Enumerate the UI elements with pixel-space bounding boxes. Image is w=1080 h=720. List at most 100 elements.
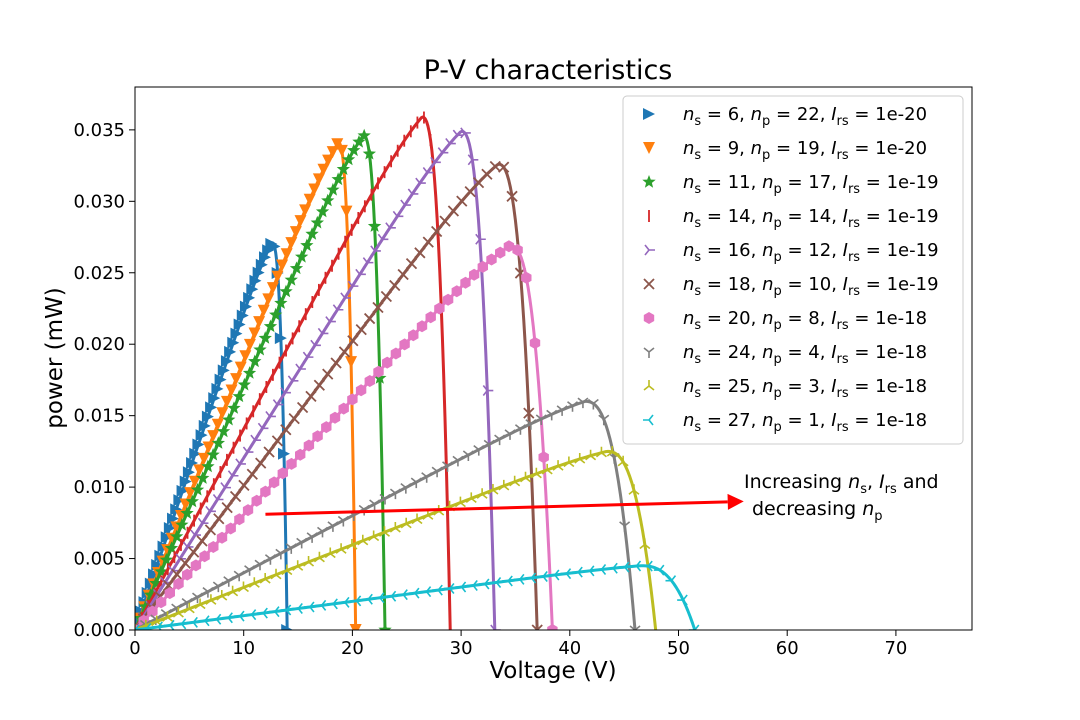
data-point: [294, 215, 307, 228]
data-point: [415, 177, 426, 189]
data-point: [202, 441, 215, 454]
data-point: [183, 602, 195, 614]
data-point: [407, 188, 419, 200]
data-point: [317, 163, 330, 176]
data-point: [408, 587, 420, 599]
data-point: [422, 167, 434, 179]
data-point: [490, 576, 502, 588]
data-point: [257, 304, 270, 317]
data-point: [432, 584, 443, 596]
data-point: [187, 616, 198, 628]
data-point: [239, 300, 252, 313]
data-point: [196, 471, 210, 484]
data-point: [152, 621, 163, 630]
data-point: [201, 459, 215, 473]
data-point: [212, 581, 224, 593]
data-point: [385, 222, 396, 234]
legend-label: ns = 27, np = 1, Irs = 1e-18: [683, 410, 927, 435]
data-point: [346, 538, 358, 550]
data-point: [340, 205, 353, 218]
data-point: [255, 457, 267, 469]
data-point: [469, 268, 480, 281]
x-tick-label: 60: [776, 638, 799, 659]
data-point: [598, 414, 610, 426]
data-point: [243, 291, 256, 304]
y-tick-label: 0.020: [73, 334, 125, 355]
data-point: [249, 274, 262, 287]
data-point: [338, 596, 350, 608]
data-point: [548, 569, 560, 581]
data-point: [196, 535, 208, 547]
legend-item: ns = 27, np = 1, Irs = 1e-18: [643, 410, 927, 435]
data-point: [185, 494, 199, 508]
chart-title: P-V characteristics: [424, 55, 673, 86]
annotation-arrow-head: [727, 493, 744, 510]
data-point: [280, 387, 291, 399]
data-point: [250, 434, 261, 446]
data-point: [167, 512, 180, 525]
data-point: [193, 464, 206, 477]
data-point: [495, 246, 506, 259]
data-point: [245, 609, 257, 621]
data-point: [248, 354, 262, 368]
data-point: [443, 583, 455, 595]
data-point: [164, 587, 175, 600]
data-point: [378, 623, 392, 630]
data-point: [242, 366, 257, 379]
data-point: [186, 457, 199, 470]
data-point: [246, 468, 258, 480]
data-point: [486, 253, 497, 266]
data-point: [222, 612, 233, 624]
data-point: [234, 361, 247, 374]
data-point: [473, 445, 485, 456]
x-tick-label: 70: [884, 638, 907, 659]
legend-marker: [643, 380, 655, 391]
data-point: [296, 537, 308, 549]
data-point: [362, 257, 374, 269]
data-point: [190, 482, 205, 496]
data-point: [246, 283, 259, 296]
annotation-line-1: Increasing ns, Irs and: [744, 471, 939, 497]
data-point: [269, 307, 283, 321]
legend-label: ns = 11, np = 17, Irs = 1e-19: [683, 172, 939, 197]
data-point: [264, 554, 276, 565]
data-point: [248, 577, 260, 588]
data-point: [380, 290, 393, 303]
data-point: [253, 316, 266, 329]
data-point: [211, 436, 225, 449]
y-tick-label: 0.035: [73, 120, 125, 141]
data-point: [322, 154, 335, 167]
data-point: [263, 446, 275, 458]
data-point: [331, 138, 344, 151]
data-point: [355, 324, 367, 336]
data-point: [233, 318, 246, 331]
axes-layer: 0 10 20 30 40 50 60 70 0.000 0.005 0.010 0.015 0.020…: [73, 86, 973, 659]
data-point: [305, 390, 317, 402]
data-point: [223, 576, 235, 587]
data-point: [434, 302, 445, 315]
data-point: [642, 560, 653, 572]
data-point: [242, 504, 254, 517]
data-point: [295, 249, 309, 263]
data-point: [295, 363, 306, 375]
legend: ns = 6, np = 22, Irs = 1e-20 ns = 9, np =…: [622, 95, 964, 445]
data-point: [483, 439, 495, 451]
data-point: [147, 605, 158, 618]
data-point: [326, 146, 339, 159]
series-10: [135, 560, 700, 630]
data-point: [329, 411, 341, 424]
data-point: [490, 624, 501, 630]
data-point: [547, 624, 558, 630]
data-point: [280, 604, 292, 616]
annotation-line-2: decreasing np: [752, 498, 883, 524]
data-point: [222, 412, 236, 426]
data-point: [326, 182, 340, 196]
data-point: [181, 597, 193, 609]
data-point: [541, 463, 553, 475]
data-point: [220, 395, 233, 408]
data-point: [340, 292, 351, 304]
data-point: [639, 538, 651, 550]
x-tick-label: 20: [341, 638, 364, 659]
data-point: [411, 513, 423, 525]
data-point: [312, 430, 323, 443]
